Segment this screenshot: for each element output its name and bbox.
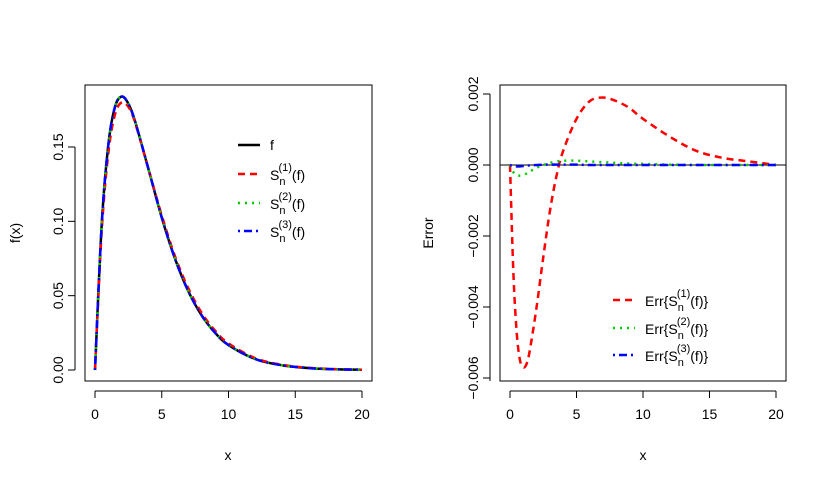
x-tick-label: 0 [91, 406, 99, 422]
y-tick-label: −0.004 [465, 285, 481, 328]
right-x-axis: 0 5 10 15 20 [506, 390, 784, 422]
right-x-axis-title: x [640, 447, 647, 463]
right-legend: Err{Sn(1)(f)} Err{Sn(2)(f)} Err{Sn(3)(f)… [613, 288, 708, 369]
x-tick-label: 5 [573, 406, 581, 422]
series-line-2 [93, 95, 363, 371]
x-tick-label: 15 [702, 406, 718, 422]
legend-item-s3: Sn(3)(f) [238, 219, 305, 245]
y-tick-label: 0.00 [50, 356, 66, 383]
svg-text:Err{Sn(3)(f)}: Err{Sn(3)(f)} [645, 343, 708, 369]
svg-text:f: f [270, 137, 274, 153]
right-plot-frame [499, 84, 787, 382]
svg-text:Err{Sn(1)(f)}: Err{Sn(1)(f)} [645, 288, 708, 314]
x-tick-label: 0 [506, 406, 514, 422]
y-tick-label: 0.05 [50, 282, 66, 309]
y-tick-label: 0.10 [50, 207, 66, 234]
svg-text:Sn(1)(f): Sn(1)(f) [270, 162, 305, 188]
left-plot: 0 5 10 15 20 x 0.00 0.05 0.10 0.15 f(x) f Sn(1)… [7, 84, 373, 463]
left-legend: f Sn(1)(f) Sn(2)(f) Sn(3)(f) [238, 137, 305, 245]
legend-item-s1: Sn(1)(f) [238, 162, 305, 188]
y-tick-label: 0.15 [50, 133, 66, 160]
legend-item-err1: Err{Sn(1)(f)} [613, 288, 708, 314]
right-plot: 0 5 10 15 20 x −0.006−0.004−0.0020.0000.002 … [420, 76, 787, 463]
y-tick-label: 0.000 [465, 147, 481, 182]
x-tick-label: 5 [158, 406, 166, 422]
series-line-1 [508, 159, 776, 177]
y-tick-label: −0.006 [465, 356, 481, 399]
x-tick-label: 10 [221, 406, 237, 422]
legend-item-err3: Err{Sn(3)(f)} [613, 343, 708, 369]
legend-item-err2: Err{Sn(2)(f)} [613, 316, 708, 342]
svg-text:Sn(3)(f): Sn(3)(f) [270, 219, 305, 245]
x-tick-label: 20 [768, 406, 784, 422]
x-tick-label: 20 [354, 406, 370, 422]
svg-text:Sn(2)(f): Sn(2)(f) [270, 191, 305, 217]
series-line-3 [93, 95, 363, 371]
y-tick-label: −0.002 [465, 214, 481, 257]
series-line-0 [508, 96, 777, 369]
left-x-axis: 0 5 10 15 20 [91, 390, 370, 422]
left-plot-frame [84, 84, 373, 382]
left-y-axis: 0.00 0.05 0.10 0.15 [50, 133, 76, 384]
left-y-axis-title: f(x) [7, 223, 23, 243]
series-line-1 [93, 100, 363, 371]
x-tick-label: 15 [287, 406, 303, 422]
y-tick-label: 0.002 [465, 76, 481, 111]
right-curves [508, 96, 777, 369]
left-x-axis-title: x [225, 447, 232, 463]
series-line-0 [93, 95, 363, 371]
legend-item-s2: Sn(2)(f) [238, 191, 305, 217]
right-y-axis-title: Error [420, 217, 436, 248]
left-curves [93, 95, 363, 371]
legend-item-f: f [238, 137, 274, 153]
x-tick-label: 10 [635, 406, 651, 422]
svg-text:Err{Sn(2)(f)}: Err{Sn(2)(f)} [645, 316, 708, 342]
series-line-2 [509, 163, 776, 168]
right-y-axis: −0.006 −0.004 −0.002 0.000 0.002 [465, 76, 491, 400]
